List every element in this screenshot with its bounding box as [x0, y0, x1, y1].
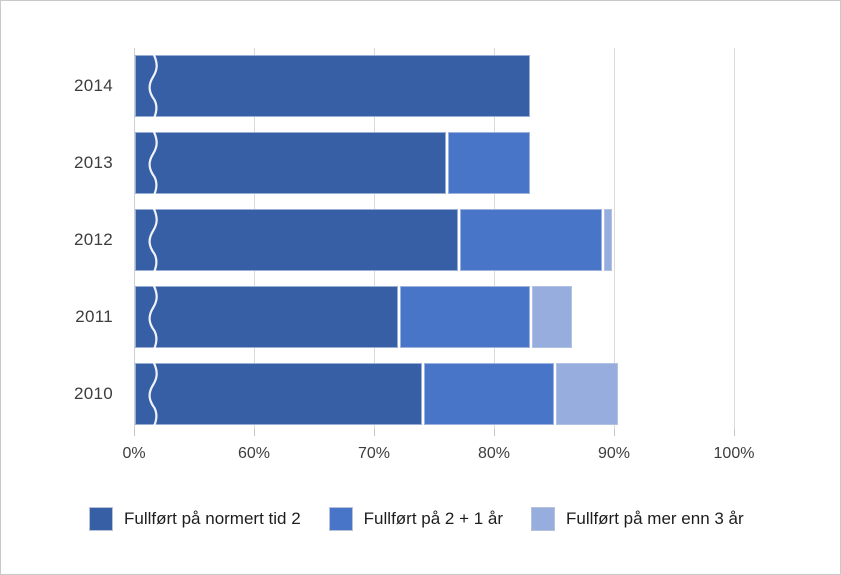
bar-segment-2013-series2[interactable] — [448, 132, 530, 194]
y-axis-label-2012: 2012 — [73, 230, 113, 249]
y-axis-line — [134, 48, 135, 436]
y-axis-label-2013: 2013 — [73, 153, 113, 172]
bar-row-2010 — [135, 361, 735, 427]
y-axis-labels: 2014 2013 2012 2011 2010 — [1, 48, 121, 429]
bar-segment-2012-series1[interactable] — [135, 209, 458, 271]
bar-row-2014 — [135, 53, 735, 119]
x-axis-tick-label: 70% — [357, 445, 391, 462]
bar-segment-2010-series1[interactable] — [135, 363, 422, 425]
legend-item-3[interactable]: Fullført på mer enn 3 år — [531, 507, 744, 531]
y-axis-label-2011: 2011 — [75, 307, 113, 326]
x-axis-labels: 0% 60% 70% 80% 90% 100% — [122, 444, 774, 466]
x-axis-tick — [494, 429, 495, 436]
bar-segment-2010-series2[interactable] — [424, 363, 554, 425]
bar-segment-2010-series3[interactable] — [556, 363, 618, 425]
x-axis-tick-label: 90% — [597, 445, 631, 462]
x-axis-tick — [374, 429, 375, 436]
x-axis-tick — [134, 429, 135, 436]
x-axis-tick-label: 60% — [237, 445, 271, 462]
bar-segment-2012-series2[interactable] — [460, 209, 602, 271]
x-axis-tick-label: 80% — [477, 445, 511, 462]
gridline-100% — [734, 48, 735, 429]
bar-segment-2013-series1[interactable] — [135, 132, 446, 194]
legend-swatch-icon — [531, 507, 556, 531]
gridline-90% — [614, 48, 615, 429]
x-axis-tick — [614, 429, 615, 436]
x-axis-tick-label: 100% — [713, 445, 755, 462]
legend-label: Fullført på normert tid 2 — [124, 509, 301, 528]
plot-area — [134, 48, 735, 436]
bar-segment-2011-series2[interactable] — [400, 286, 530, 348]
x-axis-tick — [734, 429, 735, 436]
bar-segment-2012-series3[interactable] — [604, 209, 612, 271]
legend-item-1[interactable]: Fullført på normert tid 2 — [89, 507, 301, 531]
legend: Fullført på normert tid 2 Fullført på 2 +… — [89, 507, 744, 531]
bar-row-2013 — [135, 130, 735, 196]
x-axis-tick — [254, 429, 255, 436]
legend-swatch-icon — [89, 507, 113, 531]
x-axis-tick-label: 0% — [122, 445, 146, 462]
y-axis-label-2014: 2014 — [73, 76, 113, 95]
legend-item-2[interactable]: Fullført på 2 + 1 år — [328, 507, 504, 531]
legend-label: Fullført på mer enn 3 år — [566, 509, 744, 528]
legend-swatch-icon — [328, 507, 353, 531]
y-axis-label-2010: 2010 — [73, 384, 113, 403]
bar-row-2012 — [135, 207, 735, 273]
bar-row-2011 — [135, 284, 735, 350]
bar-segment-2014-series1[interactable] — [135, 55, 530, 117]
bar-segment-2011-series3[interactable] — [532, 286, 572, 348]
bar-segment-2011-series1[interactable] — [135, 286, 398, 348]
legend-label: Fullført på 2 + 1 år — [363, 509, 504, 528]
